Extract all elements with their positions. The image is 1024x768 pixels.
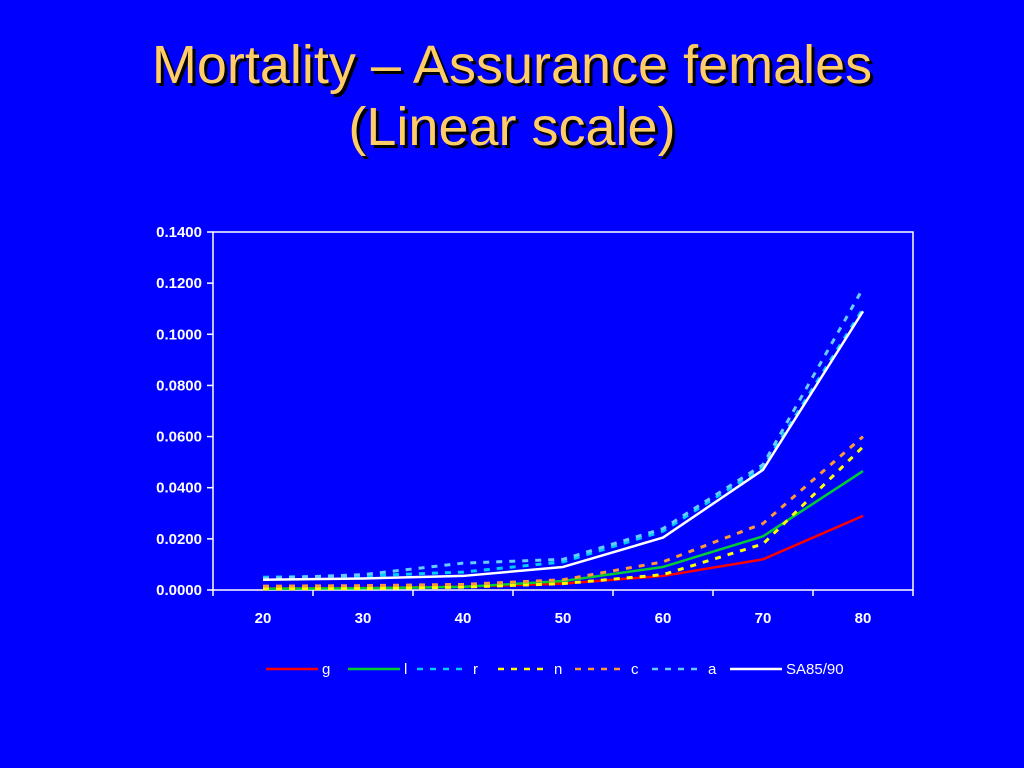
x-tick-label: 30 — [355, 610, 372, 627]
slide-title: Mortality – Assurance females (Linear sc… — [0, 34, 1024, 158]
y-tick-label: 0.1200 — [156, 275, 202, 292]
legend-label: g — [322, 661, 330, 678]
series-line-n — [262, 445, 865, 591]
series-line-a — [262, 287, 865, 580]
slide-title-line-1: Mortality – Assurance females — [151, 35, 873, 95]
x-tick-label: 50 — [555, 610, 572, 627]
legend-label: a — [708, 661, 717, 678]
y-tick-label: 0.0400 — [156, 480, 202, 497]
y-tick-label: 0.0000 — [156, 582, 202, 599]
slide-title-line-2: (Linear scale) — [348, 97, 676, 157]
y-tick-label: 0.0600 — [156, 429, 202, 446]
series-layer — [262, 287, 865, 591]
y-tick-label: 0.1000 — [156, 326, 202, 343]
series-line-c — [262, 435, 864, 588]
y-tick-label: 0.1400 — [156, 224, 202, 241]
series-line-r — [262, 307, 865, 579]
y-tick-label: 0.0200 — [156, 531, 202, 548]
legend-label: c — [631, 661, 639, 678]
legend-label: SA85/90 — [786, 661, 844, 678]
x-tick-label: 70 — [755, 610, 772, 627]
x-tick-label: 60 — [655, 610, 672, 627]
axes: 0.0000 0.0200 0.0400 0.0600 0.0800 0.1000 0.12… — [156, 224, 914, 627]
legend-label: l — [404, 661, 407, 678]
legend: g l r n c a SA85/90 — [266, 661, 844, 678]
series-line-sa8590 — [262, 310, 865, 582]
series-line-l — [262, 470, 864, 590]
y-tick-label: 0.0800 — [156, 377, 202, 394]
legend-label: r — [473, 661, 478, 678]
x-tick-label: 20 — [255, 610, 272, 627]
legend-label: n — [554, 661, 562, 678]
x-tick-label: 40 — [455, 610, 472, 627]
x-tick-label: 80 — [855, 610, 872, 627]
plot-area — [212, 231, 914, 591]
